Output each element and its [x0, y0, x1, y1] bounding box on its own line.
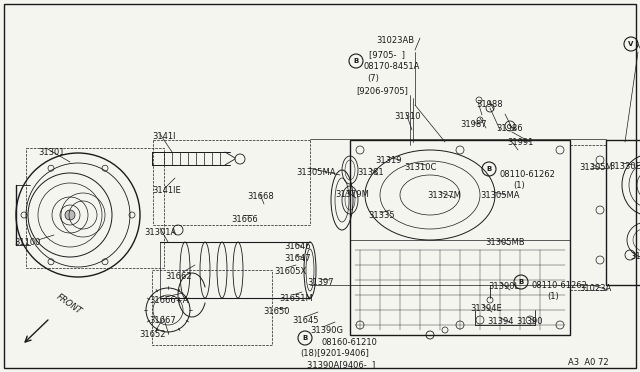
- Circle shape: [65, 210, 75, 220]
- Text: (7): (7): [367, 74, 379, 83]
- Text: 31667: 31667: [149, 316, 176, 325]
- Text: 31319: 31319: [375, 156, 401, 165]
- Text: 31646: 31646: [284, 242, 310, 251]
- Text: B: B: [486, 166, 492, 172]
- Text: 31394E: 31394E: [470, 304, 502, 313]
- Bar: [26, 148, 164, 268]
- Text: (18)[9201-9406]: (18)[9201-9406]: [300, 349, 369, 358]
- Text: 31390: 31390: [516, 317, 543, 326]
- Text: 31305MB: 31305MB: [485, 238, 525, 247]
- Text: 31330E: 31330E: [609, 162, 640, 171]
- Text: (1): (1): [547, 292, 559, 301]
- Text: 31327M: 31327M: [427, 191, 461, 200]
- Text: 31310: 31310: [394, 112, 420, 121]
- Text: B: B: [518, 279, 524, 285]
- Text: B: B: [353, 58, 358, 64]
- Text: 31645: 31645: [292, 316, 319, 325]
- Text: 08170-8451A: 08170-8451A: [363, 62, 419, 71]
- Text: 31987: 31987: [460, 120, 486, 129]
- Bar: [606, 140, 640, 285]
- Bar: [152, 270, 272, 345]
- Text: 31100: 31100: [14, 238, 40, 247]
- Text: 31666+A: 31666+A: [149, 296, 188, 305]
- Text: 31390G: 31390G: [310, 326, 343, 335]
- Text: 31305MA: 31305MA: [296, 168, 335, 177]
- Text: 31305M: 31305M: [579, 163, 612, 172]
- Bar: [350, 140, 570, 335]
- Text: 31390A[9406-  ]: 31390A[9406- ]: [307, 360, 375, 369]
- Text: 31650: 31650: [263, 307, 289, 316]
- Text: 31988: 31988: [476, 100, 502, 109]
- Text: 31651M: 31651M: [279, 294, 313, 303]
- Text: 3141lE: 3141lE: [152, 186, 180, 195]
- Text: 31335: 31335: [368, 211, 395, 220]
- Text: 31652: 31652: [139, 330, 166, 339]
- Text: A3  A0 72: A3 A0 72: [568, 358, 609, 367]
- Text: 31310C: 31310C: [404, 163, 436, 172]
- Text: 31394: 31394: [487, 317, 513, 326]
- Text: 31991: 31991: [507, 138, 533, 147]
- Text: 31605X: 31605X: [274, 267, 307, 276]
- Text: 31330EA: 31330EA: [630, 252, 640, 261]
- Text: 31666: 31666: [231, 215, 258, 224]
- Text: 08110-61262: 08110-61262: [500, 170, 556, 179]
- Text: 31023AB: 31023AB: [376, 36, 414, 45]
- Text: 08160-61210: 08160-61210: [322, 338, 378, 347]
- Text: 08110-61262: 08110-61262: [531, 281, 587, 290]
- Text: 31381: 31381: [357, 168, 383, 177]
- Text: 3141l: 3141l: [152, 132, 175, 141]
- Text: 31397: 31397: [307, 278, 333, 287]
- Text: 31390L: 31390L: [488, 282, 519, 291]
- Text: B: B: [302, 335, 308, 341]
- Text: 31301: 31301: [38, 148, 65, 157]
- Text: 31662: 31662: [165, 272, 191, 281]
- Text: (1): (1): [513, 181, 525, 190]
- Text: 31647: 31647: [284, 254, 310, 263]
- Text: V: V: [628, 41, 634, 47]
- Text: 31379M: 31379M: [335, 190, 369, 199]
- Text: 31301A: 31301A: [144, 228, 176, 237]
- Text: 31668: 31668: [247, 192, 274, 201]
- Text: [9206-9705]: [9206-9705]: [356, 86, 408, 95]
- Text: [9705-  ]: [9705- ]: [369, 50, 405, 59]
- Text: FRONT: FRONT: [55, 292, 84, 316]
- Text: 31986: 31986: [496, 124, 523, 133]
- Text: 31305MA: 31305MA: [480, 191, 520, 200]
- Text: 31023A: 31023A: [579, 284, 611, 293]
